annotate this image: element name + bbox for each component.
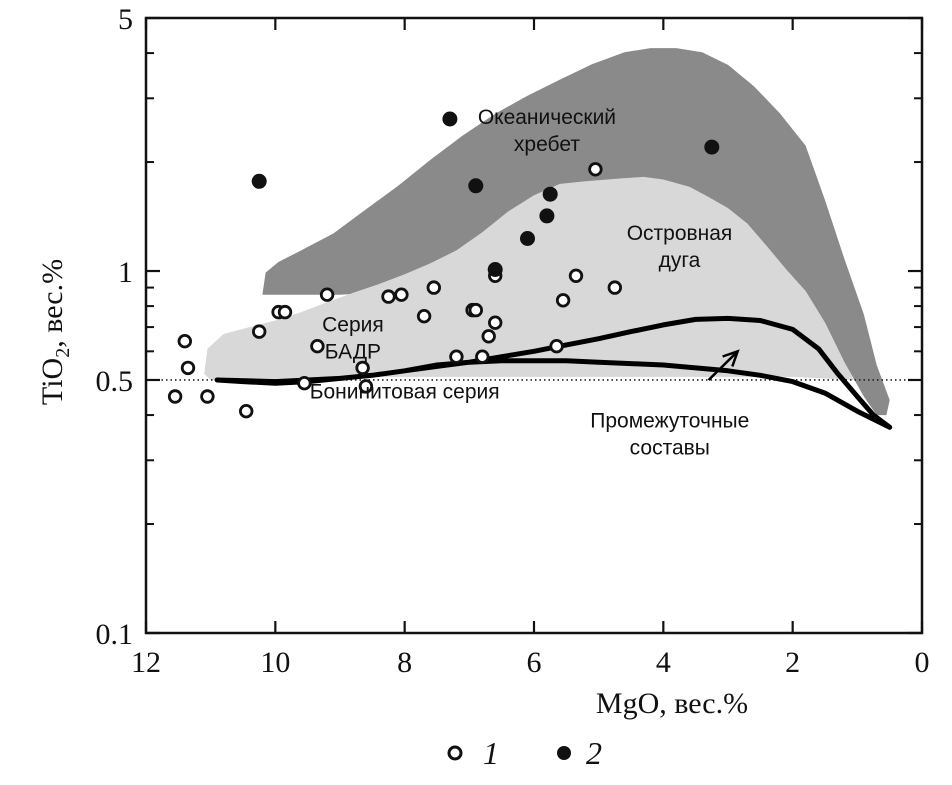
y-axis-label-rest: , вес.% — [36, 259, 69, 348]
label-ocean-ridge-line-0: Океанический — [478, 106, 616, 129]
point-series-2-7 — [704, 139, 720, 155]
point-series-2-6 — [539, 208, 555, 224]
point-series-1-26 — [568, 268, 584, 284]
x-tick-label-0: 12 — [131, 646, 161, 679]
point-series-1-14 — [394, 287, 409, 302]
point-series-1-10 — [319, 287, 335, 302]
legend-marker-2 — [557, 746, 571, 760]
y-axis-label-main: TiO — [36, 358, 69, 405]
point-series-2-5 — [542, 186, 558, 202]
point-series-1-12 — [358, 379, 374, 394]
legend-label-2: 2 — [586, 735, 602, 771]
arrow-line — [707, 350, 739, 381]
point-series-1-0 — [167, 389, 183, 404]
label-badr-series-line-0: Серия — [322, 314, 384, 337]
point-series-1-9 — [310, 339, 325, 354]
point-series-1-21 — [481, 329, 496, 344]
point-series-1-8 — [297, 376, 312, 391]
x-tick-label-4: 4 — [656, 646, 671, 679]
point-series-1-19 — [468, 302, 484, 318]
point-series-1-7 — [277, 304, 293, 320]
point-series-1-4 — [238, 404, 254, 419]
label-intermediate-compositions-line-0: Промежуточные — [590, 409, 749, 432]
y-axis-label-sub: 2 — [52, 348, 74, 358]
label-badr-series: Серия БАДР — [322, 314, 384, 364]
x-tick-label-1: 10 — [260, 646, 290, 679]
label-island-arc-line-1: дуга — [659, 249, 701, 272]
regions-layer — [204, 48, 890, 416]
point-series-1-11 — [355, 360, 370, 376]
point-series-1-2 — [180, 360, 196, 376]
point-series-2-3 — [487, 262, 503, 277]
label-badr-series-line-1: БАДР — [325, 341, 381, 364]
point-series-1-13 — [381, 289, 396, 304]
x-tick-label-5: 2 — [785, 646, 800, 679]
label-boninite-series: Бонинитовая серия — [310, 380, 500, 403]
lines-layer — [148, 315, 920, 430]
point-series-1-5 — [252, 324, 267, 339]
point-series-2-1 — [442, 111, 458, 127]
label-ocean-ridge: Океанический хребет — [478, 106, 616, 156]
point-series-1-16 — [426, 280, 442, 295]
point-series-1-15 — [416, 309, 432, 324]
legend-label-1: 1 — [483, 735, 499, 771]
x-tick-label-2: 8 — [397, 646, 412, 679]
labels-layer: Океанический хребет Островная дуга Серия БАДР… — [310, 106, 750, 459]
point-series-2-2 — [468, 178, 484, 194]
label-island-arc: Островная дуга — [627, 222, 733, 272]
y-axis-label: TiO2, вес.% — [36, 259, 74, 405]
point-series-2-4 — [520, 231, 535, 246]
points-layer — [167, 111, 720, 419]
intermediate-outline — [214, 315, 893, 430]
x-tick-label-3: 6 — [527, 646, 542, 679]
point-series-1-20 — [475, 349, 490, 364]
point-series-2-0 — [251, 173, 267, 189]
point-series-1-17 — [449, 349, 464, 364]
x-axis-label: MgO, вес.% — [596, 687, 748, 720]
point-series-1-1 — [177, 334, 193, 349]
arrow-head — [722, 349, 740, 367]
label-island-arc-line-0: Островная — [627, 222, 733, 245]
label-intermediate-compositions-line-1: составы — [630, 436, 710, 459]
y-tick-label-2: 1 — [118, 256, 133, 289]
region-island-arc — [204, 176, 855, 380]
x-tick-label-6: 0 — [915, 646, 930, 679]
y-tick-label-3: 5 — [118, 3, 133, 36]
y-tick-label-1: 0.5 — [96, 365, 134, 398]
point-series-1-27 — [588, 162, 603, 177]
ticks-layer: 12 10 8 6 4 2 0 0.1 0.5 1 5 — [96, 3, 930, 679]
legend: 1 2 — [447, 735, 602, 771]
point-series-1-3 — [200, 389, 215, 404]
label-boninite-series-line-0: Бонинитовая серия — [310, 380, 500, 403]
legend-marker-1 — [447, 745, 463, 761]
point-series-1-24 — [549, 339, 564, 354]
label-intermediate-compositions: Промежуточные составы — [590, 409, 749, 459]
point-series-1-25 — [555, 293, 571, 308]
point-series-1-28 — [607, 280, 623, 295]
y-tick-label-0: 0.1 — [96, 618, 134, 651]
label-ocean-ridge-line-1: хребет — [514, 133, 580, 156]
point-series-1-22 — [488, 315, 503, 330]
region-ocean-ridge — [262, 48, 890, 416]
